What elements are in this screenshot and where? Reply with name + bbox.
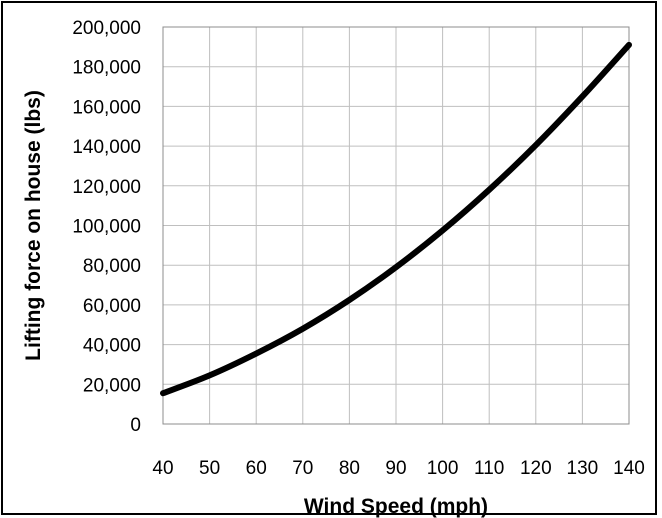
x-tick-label: 90 — [385, 458, 406, 479]
x-tick-label: 50 — [199, 458, 220, 479]
x-tick-label: 110 — [474, 458, 504, 479]
y-tick-label: 40,000 — [83, 336, 141, 357]
x-tick-label: 80 — [339, 458, 360, 479]
x-tick-label: 120 — [520, 458, 552, 479]
y-tick-label: 60,000 — [83, 296, 141, 317]
x-axis-ticks: 40 50 60 70 80 90 100 110 120 130 140 — [152, 458, 644, 479]
y-tick-label: 160,000 — [72, 97, 141, 118]
y-tick-label: 120,000 — [72, 177, 141, 198]
x-tick-label: 130 — [567, 458, 599, 479]
y-tick-label: 140,000 — [72, 137, 141, 158]
x-tick-label: 140 — [613, 458, 645, 479]
x-tick-label: 40 — [152, 458, 173, 479]
y-axis-ticks: 0 20,000 40,000 60,000 80,000 100,000 120,000 1… — [72, 18, 141, 436]
y-tick-label: 200,000 — [72, 18, 141, 39]
series-layer — [160, 41, 632, 397]
y-tick-label: 100,000 — [72, 217, 141, 238]
plot-area-border — [162, 26, 630, 425]
y-axis-label: Lifting force on house (lbs) — [22, 90, 45, 361]
y-tick-label: 20,000 — [83, 375, 141, 396]
y-tick-label: 80,000 — [83, 256, 141, 277]
series-line — [160, 41, 632, 397]
y-tick-label: 180,000 — [72, 58, 141, 79]
y-tick-label: 0 — [130, 415, 141, 436]
x-tick-label: 100 — [427, 458, 459, 479]
x-tick-label: 60 — [246, 458, 267, 479]
x-tick-label: 70 — [292, 458, 313, 479]
x-axis-label: Wind Speed (mph) — [304, 495, 488, 518]
